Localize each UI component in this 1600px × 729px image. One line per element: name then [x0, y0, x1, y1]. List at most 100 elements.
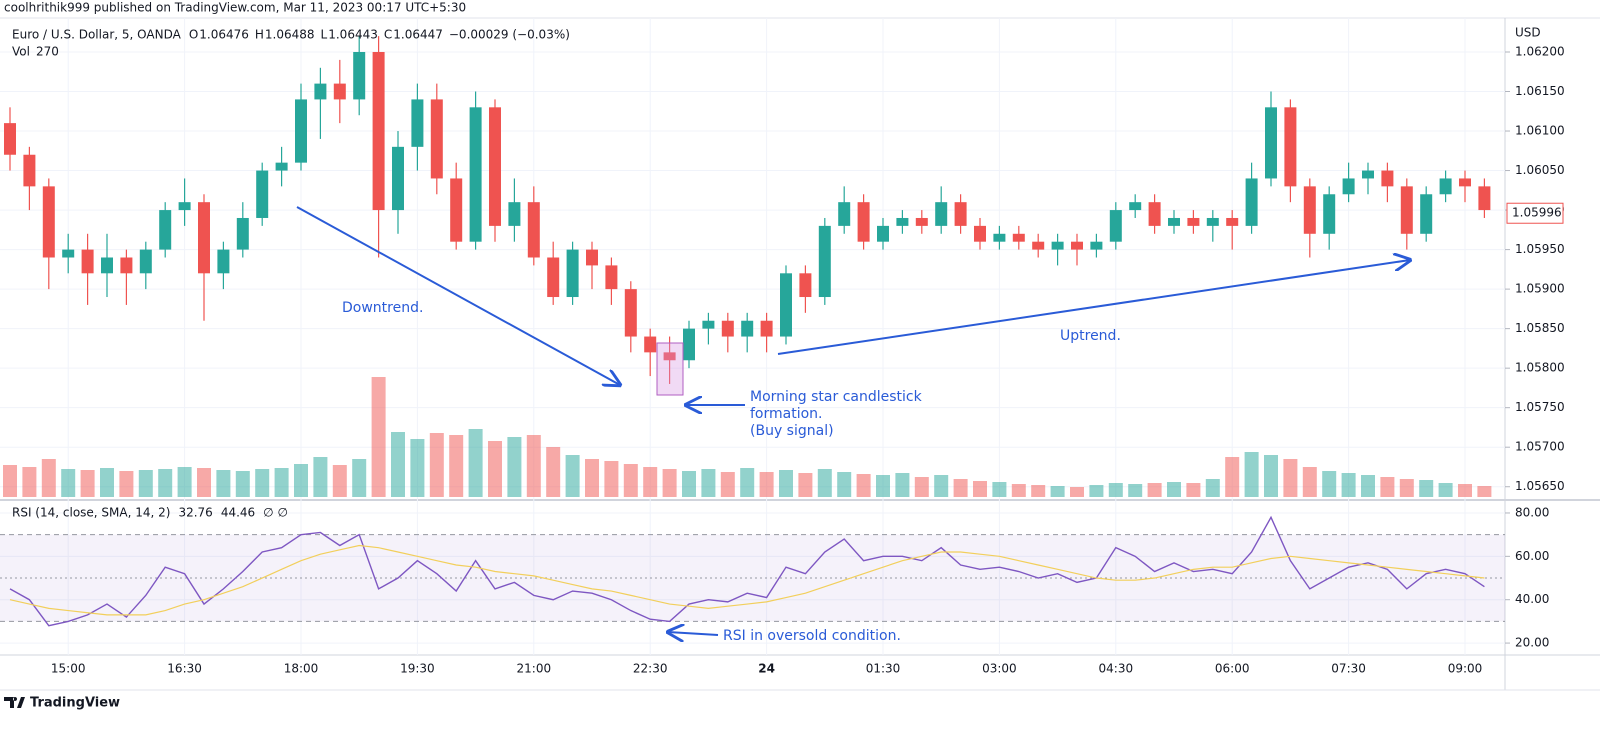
- candle-body: [1012, 233, 1025, 242]
- ohlc-value: 1.06488: [265, 28, 315, 42]
- y-tick-label: 1.06050: [1515, 163, 1565, 177]
- candle-body: [586, 249, 598, 266]
- candle-body: [663, 352, 676, 361]
- volume-bar: [1302, 467, 1317, 497]
- footer-brand: TradingView: [30, 696, 120, 711]
- candle-body: [760, 320, 773, 337]
- y-tick-label: 40.00: [1515, 592, 1549, 606]
- volume-bar: [352, 459, 367, 497]
- x-tick-label: 19:30: [400, 662, 435, 676]
- candle-body: [644, 336, 657, 353]
- volume-bar: [604, 461, 619, 497]
- volume-bar: [1264, 455, 1278, 497]
- x-tick-label: 15:00: [51, 662, 86, 676]
- ohlc-value: 1.06447: [393, 28, 443, 42]
- volume-bar: [1128, 484, 1143, 497]
- y-tick-label: 60.00: [1515, 549, 1549, 563]
- candle-body: [42, 186, 55, 258]
- volume-bar: [1186, 483, 1201, 497]
- candle-body: [877, 225, 889, 242]
- candle-body: [217, 249, 230, 274]
- volume-bar: [41, 459, 56, 497]
- candle-body: [1420, 194, 1433, 234]
- volume-bar: [779, 470, 793, 497]
- candle-body: [1381, 170, 1394, 187]
- volume-bar: [449, 435, 464, 497]
- candle-body: [411, 99, 424, 147]
- volume-bar: [197, 468, 211, 497]
- volume-bar: [119, 471, 134, 497]
- rsi-sma-value: 44.46: [221, 506, 255, 520]
- candle-body: [741, 320, 754, 337]
- volume-bar: [1419, 480, 1434, 497]
- candle-body: [1129, 202, 1142, 211]
- price-change: −0.00029 (−0.03%): [449, 28, 570, 42]
- candle-body: [624, 289, 637, 337]
- volume-bar: [1361, 475, 1375, 497]
- candle-body: [1032, 241, 1045, 250]
- volume-bar: [429, 433, 444, 497]
- candle-body: [1168, 217, 1180, 226]
- volume-bar: [1108, 483, 1123, 497]
- symbol: Euro / U.S. Dollar, 5, OANDA: [12, 28, 182, 42]
- candle-body: [721, 320, 734, 337]
- y-tick-label: 80.00: [1515, 505, 1549, 519]
- candle-body: [1090, 241, 1103, 250]
- candle-body: [1226, 217, 1239, 226]
- y-tick-label: 1.05700: [1515, 440, 1565, 454]
- candle-body: [314, 83, 327, 100]
- rsi-arrow: [668, 632, 719, 635]
- volume-bar: [488, 441, 502, 497]
- candle-body: [1478, 186, 1491, 211]
- volume-bar: [953, 479, 968, 497]
- volume-bar: [934, 475, 949, 497]
- volume-bar: [720, 472, 735, 497]
- volume-bar: [294, 464, 308, 497]
- ohlc-key: H: [255, 28, 264, 42]
- volume-label: Vol: [12, 45, 30, 59]
- candle-body: [139, 249, 152, 274]
- y-tick-label: 1.05900: [1515, 282, 1565, 296]
- candle-body: [62, 249, 75, 258]
- volume-bar: [1011, 484, 1026, 497]
- candle-body: [566, 249, 579, 298]
- volume-bar: [1225, 457, 1240, 497]
- volume-bar: [410, 439, 425, 497]
- candle-body: [1265, 107, 1277, 179]
- y-tick-label: 1.05850: [1515, 321, 1565, 335]
- volume-bar: [895, 473, 910, 497]
- candle-body: [1148, 202, 1161, 226]
- volume-value: 270: [36, 45, 59, 59]
- x-tick-label: 07:30: [1331, 662, 1366, 676]
- candle-body: [236, 217, 249, 250]
- candle-body: [1400, 186, 1413, 234]
- candle-body: [1071, 241, 1083, 250]
- volume-bar: [546, 447, 561, 497]
- candle-body: [1439, 178, 1452, 195]
- volume-bar: [992, 482, 1007, 497]
- last-price-tag: [1506, 202, 1564, 224]
- candle-body: [1187, 217, 1200, 226]
- volume-bar: [235, 471, 250, 497]
- x-tick-label: 22:30: [633, 662, 668, 676]
- y-tick-label: 1.06150: [1515, 84, 1565, 98]
- rsi-sma-line: [9, 544, 1485, 616]
- annotation: Morning star candlestick: [750, 389, 923, 405]
- candle-body: [935, 202, 948, 226]
- candle-body: [915, 217, 928, 226]
- volume-bar: [1458, 484, 1472, 497]
- volume-bar: [177, 467, 192, 497]
- volume-bar: [80, 470, 95, 497]
- rsi-value: 32.76: [178, 506, 212, 520]
- candle-body: [1323, 194, 1336, 234]
- volume-bar: [1438, 483, 1453, 497]
- volume-bar: [61, 469, 76, 497]
- candle-body: [392, 146, 404, 211]
- ohlc-key: C: [384, 28, 392, 42]
- volume-bar: [100, 468, 114, 497]
- candle-body: [547, 257, 560, 298]
- y-tick-label: 20.00: [1515, 636, 1549, 650]
- volume-bar: [1322, 471, 1337, 497]
- candle-body: [1303, 186, 1316, 234]
- x-tick-label: 04:30: [1099, 662, 1134, 676]
